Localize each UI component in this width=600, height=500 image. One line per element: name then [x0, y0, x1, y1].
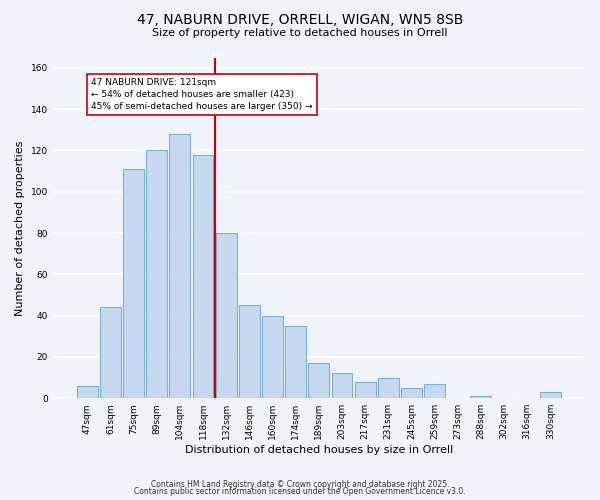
Bar — [123, 169, 144, 398]
Text: Size of property relative to detached houses in Orrell: Size of property relative to detached ho… — [152, 28, 448, 38]
Y-axis label: Number of detached properties: Number of detached properties — [15, 140, 25, 316]
Bar — [262, 316, 283, 398]
Bar — [146, 150, 167, 398]
Bar — [378, 378, 399, 398]
X-axis label: Distribution of detached houses by size in Orrell: Distribution of detached houses by size … — [185, 445, 453, 455]
Bar — [216, 233, 236, 398]
Bar — [285, 326, 306, 398]
Text: Contains HM Land Registry data © Crown copyright and database right 2025.: Contains HM Land Registry data © Crown c… — [151, 480, 449, 489]
Bar — [308, 363, 329, 398]
Bar — [332, 374, 352, 398]
Bar — [540, 392, 561, 398]
Bar — [424, 384, 445, 398]
Text: Contains public sector information licensed under the Open Government Licence v3: Contains public sector information licen… — [134, 487, 466, 496]
Bar — [100, 308, 121, 398]
Bar — [169, 134, 190, 398]
Text: 47 NABURN DRIVE: 121sqm
← 54% of detached houses are smaller (423)
45% of semi-d: 47 NABURN DRIVE: 121sqm ← 54% of detache… — [91, 78, 313, 110]
Bar — [239, 306, 260, 398]
Bar — [193, 154, 214, 398]
Text: 47, NABURN DRIVE, ORRELL, WIGAN, WN5 8SB: 47, NABURN DRIVE, ORRELL, WIGAN, WN5 8SB — [137, 12, 463, 26]
Bar — [77, 386, 98, 398]
Bar — [470, 396, 491, 398]
Bar — [355, 382, 376, 398]
Bar — [401, 388, 422, 398]
